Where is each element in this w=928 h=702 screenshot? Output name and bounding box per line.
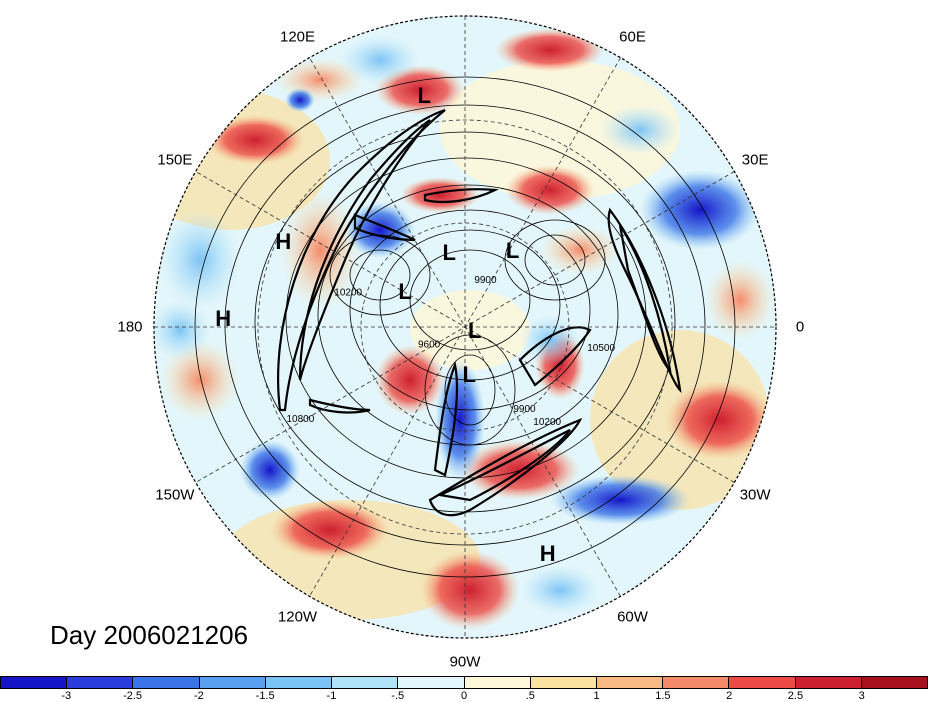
contour-value-label: 10500 [587, 343, 615, 354]
contour-value-label: 10200 [533, 417, 561, 428]
low-pressure-marker: L [417, 82, 431, 108]
colorbar-segment [67, 677, 134, 688]
colorbar-segment [1, 677, 68, 688]
longitude-label: 150W [155, 486, 195, 503]
colorbar-segment [663, 677, 730, 688]
longitude-label: 60W [617, 608, 648, 626]
colorbar-segment [795, 677, 862, 688]
longitude-label: 90E [452, 0, 479, 1]
colorbar-tick-label: -2 [193, 690, 204, 702]
low-pressure-marker: L [505, 237, 520, 263]
colorbar-segment [398, 677, 465, 688]
colorbar-tick-label: 3 [858, 690, 865, 702]
colorbar [0, 676, 928, 689]
contour-value-label: 9900 [474, 275, 497, 286]
low-pressure-marker: L [468, 317, 482, 343]
longitude-label: 30E [741, 151, 769, 168]
contour-value-label: 9600 [418, 340, 441, 351]
graticule [154, 16, 776, 638]
colorbar-tick-label: -.5 [391, 690, 405, 702]
contour-labels: 9900 10500 10800 10200 9900 10200 9600 [287, 275, 616, 428]
longitude-label: 30W [739, 486, 771, 503]
colorbar-segment [265, 677, 333, 688]
longitude-label: 180 [117, 318, 143, 336]
high-pressure-marker: H [215, 305, 232, 331]
longitude-label: 0 [795, 318, 805, 336]
map-title: Day 2006021206 [50, 620, 249, 650]
contour-value-label: 10200 [334, 288, 362, 299]
high-pressure-marker: H [539, 541, 556, 567]
longitude-label: 60E [619, 28, 646, 46]
contour-value-label: 10800 [287, 414, 315, 425]
high-pressure-marker: H [275, 229, 292, 255]
colorbar-segment [332, 677, 399, 688]
longitude-label: 150E [157, 151, 193, 168]
colorbar-tick-label: -1 [326, 690, 337, 702]
colorbar-tick-label: 0 [460, 690, 468, 702]
colorbar-segment [464, 677, 531, 688]
colorbar-tick-label: -3 [61, 690, 72, 702]
low-pressure-marker: L [442, 239, 456, 265]
colorbar-segment [729, 677, 796, 688]
colorbar-segment [199, 677, 266, 688]
jet-contours [277, 108, 682, 517]
low-pressure-marker: L [462, 362, 476, 388]
colorbar-tick-label: -2.5 [123, 690, 143, 702]
colorbar-tick-label: 2.5 [787, 690, 804, 702]
colorbar-tick-label: 1 [593, 690, 600, 702]
map-border [153, 15, 777, 639]
colorbar-tick-label: -1.5 [255, 690, 275, 702]
colorbar-segment [596, 677, 664, 688]
colorbar-tick-label: 1.5 [655, 690, 671, 702]
colorbar-tick-label: 2 [726, 690, 733, 702]
contour-value-label: 9900 [513, 404, 536, 415]
colorbar-segment [861, 677, 928, 688]
colorbar-segment [530, 677, 597, 688]
polar-map: 9900 10500 10800 10200 9900 10200 9600 [153, 15, 777, 639]
colorbar-segment [133, 677, 200, 688]
longitude-label: 90W [449, 653, 481, 671]
longitude-label: 120W [277, 608, 318, 626]
longitude-label: 120E [279, 28, 316, 46]
low-pressure-marker: L [398, 279, 412, 305]
colorbar-tick-label: .5 [525, 690, 535, 702]
